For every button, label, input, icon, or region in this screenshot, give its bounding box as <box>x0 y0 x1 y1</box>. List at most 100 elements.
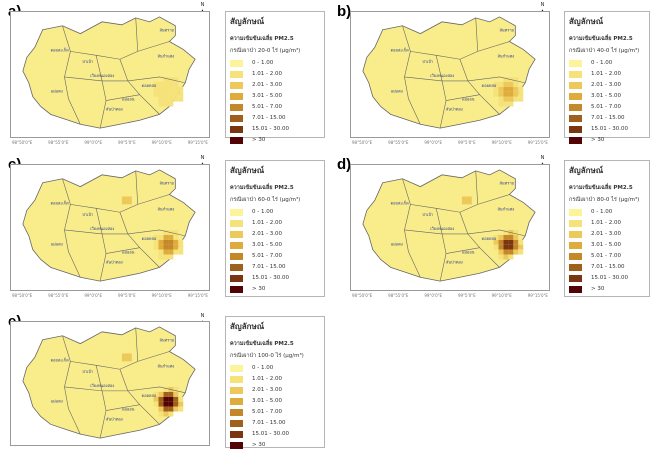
district-label: แม่ออน <box>122 407 135 412</box>
legend-item: 5.01 - 7.00 <box>230 252 320 260</box>
district-label: สันทราย <box>160 181 174 186</box>
legend-label: 1.01 - 2.00 <box>252 71 282 77</box>
legend-item: 15.01 - 30.00 <box>569 274 645 282</box>
legend-label: 1.01 - 2.00 <box>591 220 621 226</box>
legend-item: 5.01 - 7.00 <box>569 103 645 111</box>
district-boundary <box>459 59 500 115</box>
legend-item: 2.01 - 3.00 <box>230 230 320 238</box>
district-label: แม่แตง <box>391 89 403 94</box>
pm25-cell <box>173 249 179 255</box>
legend-label: 3.01 - 5.00 <box>252 242 282 248</box>
legend-label: 2.01 - 3.00 <box>252 231 282 237</box>
pm25-cell <box>163 86 169 92</box>
district-label: ดอยสะเก็ด <box>51 356 70 362</box>
x-tick-label: 99°0'0"E <box>84 293 102 298</box>
legend-swatch <box>230 274 243 282</box>
pm25-cell <box>178 86 184 92</box>
pm25-cell <box>513 229 519 235</box>
pm25-cell <box>163 76 169 82</box>
legend-swatch <box>569 136 582 144</box>
x-tick-label: 99°15'0"E <box>527 293 548 298</box>
legend-items: 0 - 1.00 1.01 - 2.00 2.01 - 3.00 3.01 - 5.0… <box>230 364 320 449</box>
legend-swatch <box>569 81 582 89</box>
legend-label: 5.01 - 7.00 <box>591 104 621 110</box>
legend-title: สัญลักษณ์ <box>230 17 265 26</box>
district-label: ดอยหล่อ <box>142 83 157 88</box>
district-label: แม่ออน <box>122 97 135 102</box>
district-boundary <box>95 55 107 129</box>
legend-label: 2.01 - 3.00 <box>252 82 282 88</box>
legend-item: > 30 <box>230 285 320 293</box>
pm25-cell <box>163 234 169 240</box>
district-boundary <box>475 170 479 205</box>
legend-subtitle: กรณีเผาป่า 100-0 ไร่ (μg/m³) <box>230 353 304 359</box>
legend-item: 1.01 - 2.00 <box>569 70 645 78</box>
district-label: สันกำแพง <box>158 206 175 211</box>
district-boundary <box>119 212 160 268</box>
pm25-cell <box>173 234 179 240</box>
pm25-cell <box>168 391 174 397</box>
pm25-cell <box>503 81 509 87</box>
pm25-cell <box>168 401 174 407</box>
district-label: สันกำแพง <box>498 53 515 58</box>
pm25-cell <box>498 234 504 240</box>
map-frame: ดอยสะเก็ด ป่าเป้า แม่ออน สันทราย แม่แตง สันกำ… <box>10 321 210 446</box>
pm25-cell <box>173 96 179 102</box>
pm25-cell <box>508 96 514 102</box>
district-label: ดอยหล่อ <box>142 236 157 241</box>
district-label: สันกำแพง <box>158 53 175 58</box>
legend-swatch <box>230 81 243 89</box>
district-label: ป่าเป้า <box>422 59 433 64</box>
district-label: ป่าเป้า <box>82 59 93 64</box>
pm25-cell <box>498 239 504 245</box>
legend-swatch <box>230 208 243 216</box>
x-tick-label: 99°5'0"E <box>117 293 136 298</box>
pm25-cell <box>153 234 159 240</box>
legend-swatch <box>230 263 243 271</box>
district-boundary <box>119 59 160 115</box>
legend-label: 3.01 - 5.00 <box>252 93 282 99</box>
legend-item: > 30 <box>230 136 320 144</box>
pm25-cell <box>178 96 184 102</box>
legend-item: 1.01 - 2.00 <box>230 70 320 78</box>
legend-label: > 30 <box>252 137 266 143</box>
legend-label: 15.01 - 30.00 <box>252 126 289 132</box>
district-label: ดอยสะเก็ด <box>51 199 70 205</box>
pm25-cell <box>508 249 514 255</box>
x-tick-label: 99°10'0"E <box>151 293 172 298</box>
pm25-cell <box>518 86 524 92</box>
pm25-cell <box>513 81 519 87</box>
district-label: สันป่าตอง <box>106 106 123 111</box>
legend-item: 2.01 - 3.00 <box>569 230 645 238</box>
district-boundary <box>135 170 139 205</box>
pm25-cell <box>178 249 184 255</box>
pm25-cell <box>158 234 164 240</box>
legend-label: > 30 <box>591 137 605 143</box>
legend-swatch <box>230 364 243 372</box>
district-label: แม่ออน <box>462 250 475 255</box>
district-label: ดอยสะเก็ด <box>391 46 410 52</box>
pm25-cell <box>461 196 472 205</box>
pm25-cell <box>508 101 514 107</box>
district-label: สันกำแพง <box>158 363 175 368</box>
pm25-cell <box>173 91 179 97</box>
pm25-cell <box>168 86 174 92</box>
legend-swatch <box>569 114 582 122</box>
legend-label: 15.01 - 30.00 <box>252 431 289 437</box>
pm25-cell <box>163 229 169 235</box>
pm25-cell <box>493 244 499 250</box>
pm25-cell <box>158 91 164 97</box>
legend-item: 1.01 - 2.00 <box>230 375 320 383</box>
legend-subtitle: กรณีเผาป่า 80-0 ไร่ (μg/m³) <box>569 197 640 203</box>
legend-item: > 30 <box>569 285 645 293</box>
district-label: สันป่าตอง <box>106 259 123 264</box>
legend-swatch <box>230 241 243 249</box>
legend-label: 2.01 - 3.00 <box>252 387 282 393</box>
pm25-cell <box>168 406 174 412</box>
pm25-cell <box>173 76 179 82</box>
x-tick-label: 99°10'0"E <box>491 140 512 145</box>
pm25-cell <box>503 101 509 107</box>
